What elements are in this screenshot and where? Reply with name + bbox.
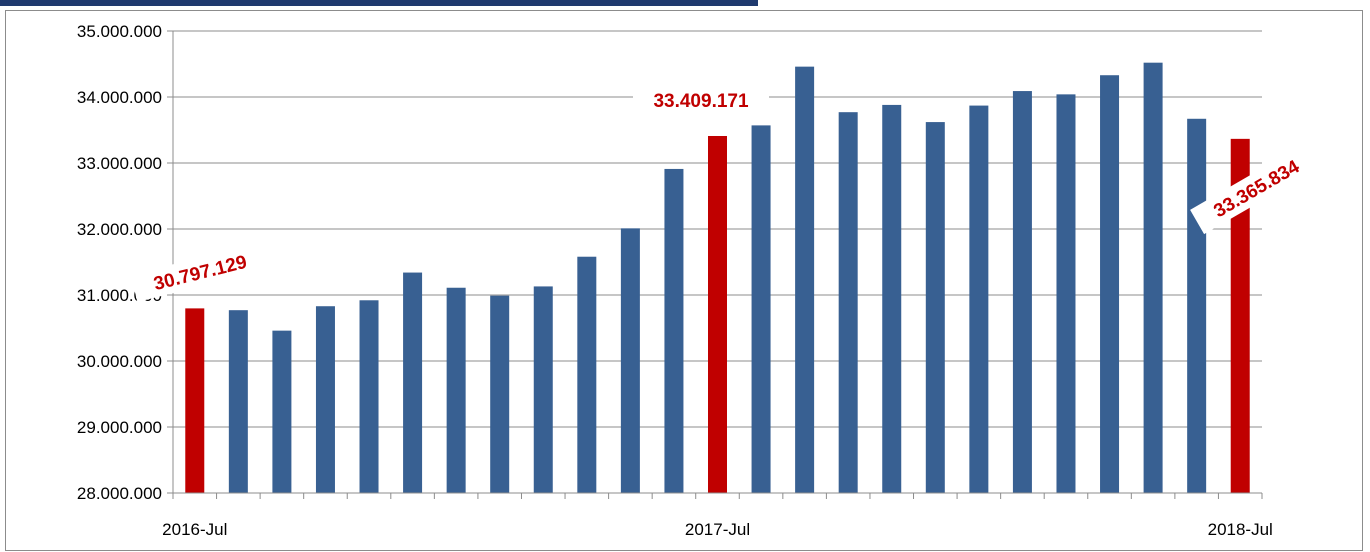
bar <box>272 330 292 493</box>
x-tick-label: 2018-Jul <box>1208 520 1273 539</box>
y-tick-label: 30.000.000 <box>77 352 162 371</box>
y-tick-label: 29.000.000 <box>77 418 162 437</box>
x-tick-label: 2016-Jul <box>162 520 227 539</box>
y-tick-label: 35.000.000 <box>77 22 162 41</box>
bar <box>228 310 248 493</box>
data-label-group: 33.409.171 <box>633 86 769 114</box>
bar <box>751 125 771 493</box>
data-label: 33.409.171 <box>653 91 749 112</box>
bar-highlight <box>1230 138 1250 493</box>
y-tick-label: 32.000.000 <box>77 220 162 239</box>
data-label-background <box>130 241 270 303</box>
data-label-group: 30.797.129 <box>130 241 270 303</box>
bar <box>1143 62 1163 494</box>
bar <box>969 105 989 493</box>
y-tick-label: 28.000.000 <box>77 484 162 503</box>
bar <box>664 168 684 493</box>
bar <box>1187 118 1207 493</box>
bar <box>577 256 597 493</box>
bar <box>359 300 379 493</box>
bar <box>1012 91 1032 493</box>
bar <box>620 228 640 493</box>
bar <box>838 112 858 494</box>
bar <box>403 272 423 493</box>
chart-border <box>5 10 1363 551</box>
bar <box>1056 94 1076 494</box>
bar <box>1100 75 1120 493</box>
data-label: 33.365.834 <box>1210 156 1303 222</box>
y-tick-label: 34.000.000 <box>77 88 162 107</box>
bar-highlight <box>708 135 727 493</box>
bar <box>925 122 945 493</box>
bar <box>795 66 815 493</box>
y-tick-label: 33.000.000 <box>77 154 162 173</box>
bar <box>490 295 510 493</box>
bar <box>315 306 335 493</box>
header-strip <box>0 0 758 6</box>
bar-highlight <box>185 308 205 493</box>
data-label-background <box>1190 141 1322 235</box>
data-label-background <box>633 86 769 114</box>
bar <box>533 286 553 493</box>
data-label-group: 33.365.834 <box>1190 141 1322 235</box>
bar <box>446 287 466 493</box>
bar <box>882 104 902 494</box>
x-tick-label: 2017-Jul <box>685 520 750 539</box>
